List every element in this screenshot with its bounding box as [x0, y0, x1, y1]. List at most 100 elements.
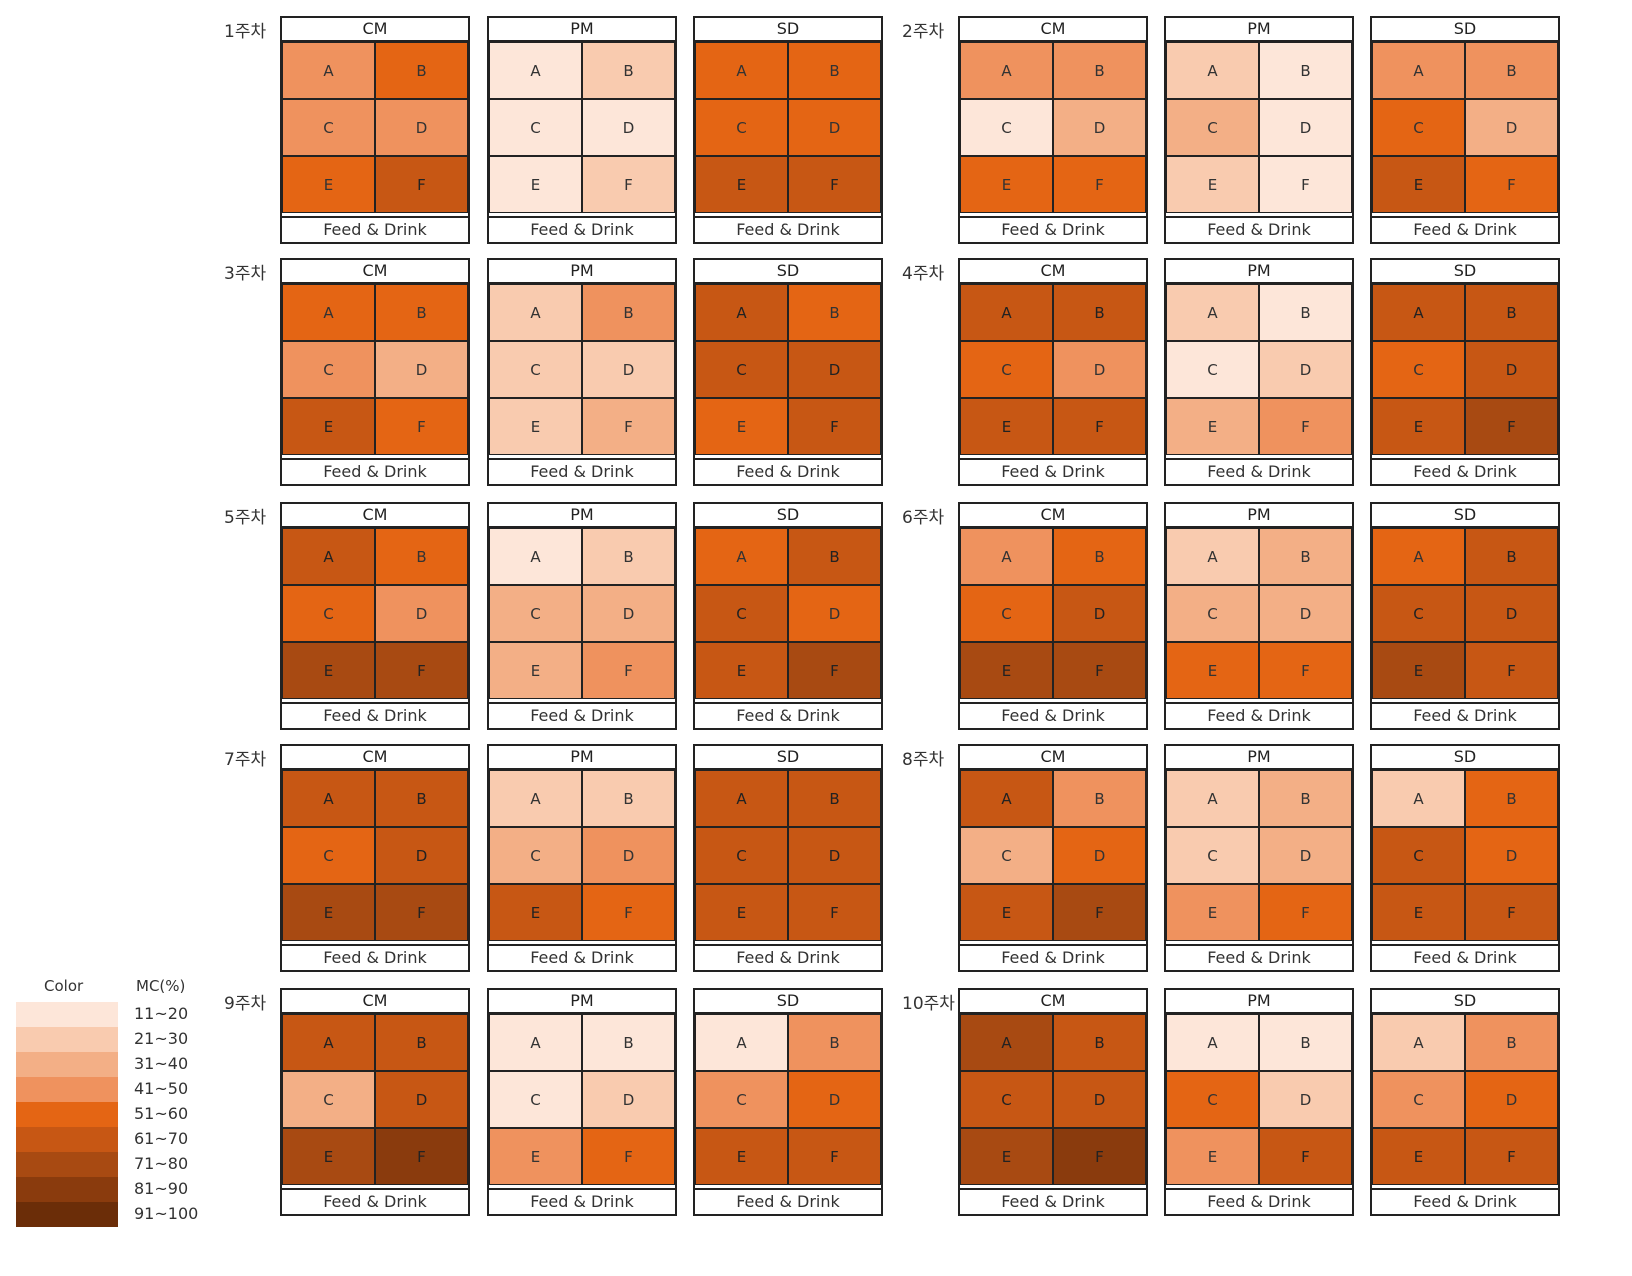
- heatmap-cell: D: [1259, 585, 1352, 642]
- heatmap-cell: E: [282, 1128, 375, 1185]
- heatmap-cell: E: [695, 884, 788, 941]
- heatmap-cell: D: [1259, 827, 1352, 884]
- heatmap-cell: B: [788, 528, 881, 585]
- heatmap-cell: F: [1259, 398, 1352, 455]
- panel-title: CM: [960, 260, 1146, 284]
- panel-title: SD: [1372, 746, 1558, 770]
- heatmap-cell: B: [582, 1014, 675, 1071]
- heatmap-cell: C: [1166, 99, 1259, 156]
- heatmap-cell: E: [489, 1128, 582, 1185]
- panel-sd: SD A B C D E F Feed & Drink: [693, 502, 883, 730]
- heatmap-cell: B: [1053, 1014, 1146, 1071]
- heatmap-cell: F: [1053, 642, 1146, 699]
- heatmap-cell: D: [1465, 827, 1558, 884]
- legend-label: 71~80: [134, 1154, 189, 1173]
- heatmap-cell: D: [1259, 341, 1352, 398]
- heatmap-cell: D: [582, 1071, 675, 1128]
- heatmap-cell: E: [1166, 884, 1259, 941]
- panel-pm: PM A B C D E F Feed & Drink: [487, 258, 677, 486]
- heatmap-cell: D: [1465, 341, 1558, 398]
- heatmap-cell: F: [582, 1128, 675, 1185]
- week-label: 6주차: [902, 508, 945, 528]
- heatmap-cell: F: [375, 884, 468, 941]
- week-label: 9주차: [224, 994, 267, 1014]
- heatmap-cell: D: [582, 827, 675, 884]
- heatmap-cell: B: [1259, 42, 1352, 99]
- heatmap-cell: C: [695, 585, 788, 642]
- panel-footer: Feed & Drink: [960, 702, 1146, 728]
- heatmap-cell: A: [282, 42, 375, 99]
- heatmap-cell: A: [1372, 770, 1465, 827]
- heatmap-cell: F: [375, 642, 468, 699]
- heatmap-cell: A: [960, 770, 1053, 827]
- panel-sd: SD A B C D E F Feed & Drink: [1370, 744, 1560, 972]
- heatmap-cell: E: [960, 642, 1053, 699]
- heatmap-cell: D: [788, 585, 881, 642]
- panel-footer: Feed & Drink: [1166, 458, 1352, 484]
- panel-cm: CM A B C D E F Feed & Drink: [280, 988, 470, 1216]
- panel-footer: Feed & Drink: [282, 216, 468, 242]
- panel-footer: Feed & Drink: [695, 216, 881, 242]
- heatmap-cell: B: [1053, 528, 1146, 585]
- heatmap-cell: D: [1053, 827, 1146, 884]
- panel-footer: Feed & Drink: [1372, 944, 1558, 970]
- panel-sd: SD A B C D E F Feed & Drink: [693, 988, 883, 1216]
- panel-title: CM: [960, 504, 1146, 528]
- panel-cm: CM A B C D E F Feed & Drink: [280, 16, 470, 244]
- panel-footer: Feed & Drink: [1372, 702, 1558, 728]
- heatmap-cell: F: [582, 156, 675, 213]
- legend-swatch: [16, 1052, 118, 1077]
- heatmap-cell: E: [282, 642, 375, 699]
- panel-title: CM: [282, 746, 468, 770]
- heatmap-cell: C: [960, 99, 1053, 156]
- panel-sd: SD A B C D E F Feed & Drink: [693, 258, 883, 486]
- heatmap-cell: B: [1259, 528, 1352, 585]
- heatmap-cell: B: [788, 770, 881, 827]
- heatmap-cell: B: [582, 284, 675, 341]
- panel-title: SD: [695, 18, 881, 42]
- heatmap-cell: F: [582, 884, 675, 941]
- heatmap-cell: C: [960, 1071, 1053, 1128]
- heatmap-cell: E: [282, 398, 375, 455]
- panel-footer: Feed & Drink: [489, 944, 675, 970]
- heatmap-cell: A: [1166, 284, 1259, 341]
- heatmap-cell: D: [1053, 1071, 1146, 1128]
- legend-swatch: [16, 1152, 118, 1177]
- panel-footer: Feed & Drink: [960, 216, 1146, 242]
- panel-title: CM: [282, 18, 468, 42]
- panel-title: PM: [489, 504, 675, 528]
- heatmap-cell: D: [375, 1071, 468, 1128]
- heatmap-cell: B: [1465, 42, 1558, 99]
- panel-title: PM: [1166, 260, 1352, 284]
- heatmap-cell: E: [489, 398, 582, 455]
- heatmap-cell: F: [1259, 884, 1352, 941]
- heatmap-cell: F: [375, 398, 468, 455]
- heatmap-cell: D: [788, 99, 881, 156]
- panel-title: CM: [960, 990, 1146, 1014]
- heatmap-cell: C: [489, 1071, 582, 1128]
- heatmap-cell: C: [695, 99, 788, 156]
- heatmap-cell: F: [1465, 884, 1558, 941]
- panel-title: CM: [960, 18, 1146, 42]
- heatmap-cell: B: [788, 42, 881, 99]
- panel-title: CM: [282, 260, 468, 284]
- heatmap-cell: B: [1259, 1014, 1352, 1071]
- heatmap-cell: A: [695, 770, 788, 827]
- heatmap-cell: F: [1053, 884, 1146, 941]
- panel-title: PM: [489, 990, 675, 1014]
- panel-title: CM: [282, 504, 468, 528]
- heatmap-cell: F: [1465, 642, 1558, 699]
- heatmap-cell: B: [1465, 284, 1558, 341]
- heatmap-cell: E: [695, 1128, 788, 1185]
- heatmap-cell: C: [282, 1071, 375, 1128]
- panel-footer: Feed & Drink: [282, 1188, 468, 1214]
- panel-pm: PM A B C D E F Feed & Drink: [487, 502, 677, 730]
- heatmap-cell: C: [282, 99, 375, 156]
- panel-footer: Feed & Drink: [489, 1188, 675, 1214]
- heatmap-cell: C: [282, 341, 375, 398]
- panel-title: SD: [695, 260, 881, 284]
- heatmap-cell: A: [695, 1014, 788, 1071]
- heatmap-cell: D: [788, 1071, 881, 1128]
- panel-title: PM: [1166, 504, 1352, 528]
- heatmap-cell: B: [1465, 1014, 1558, 1071]
